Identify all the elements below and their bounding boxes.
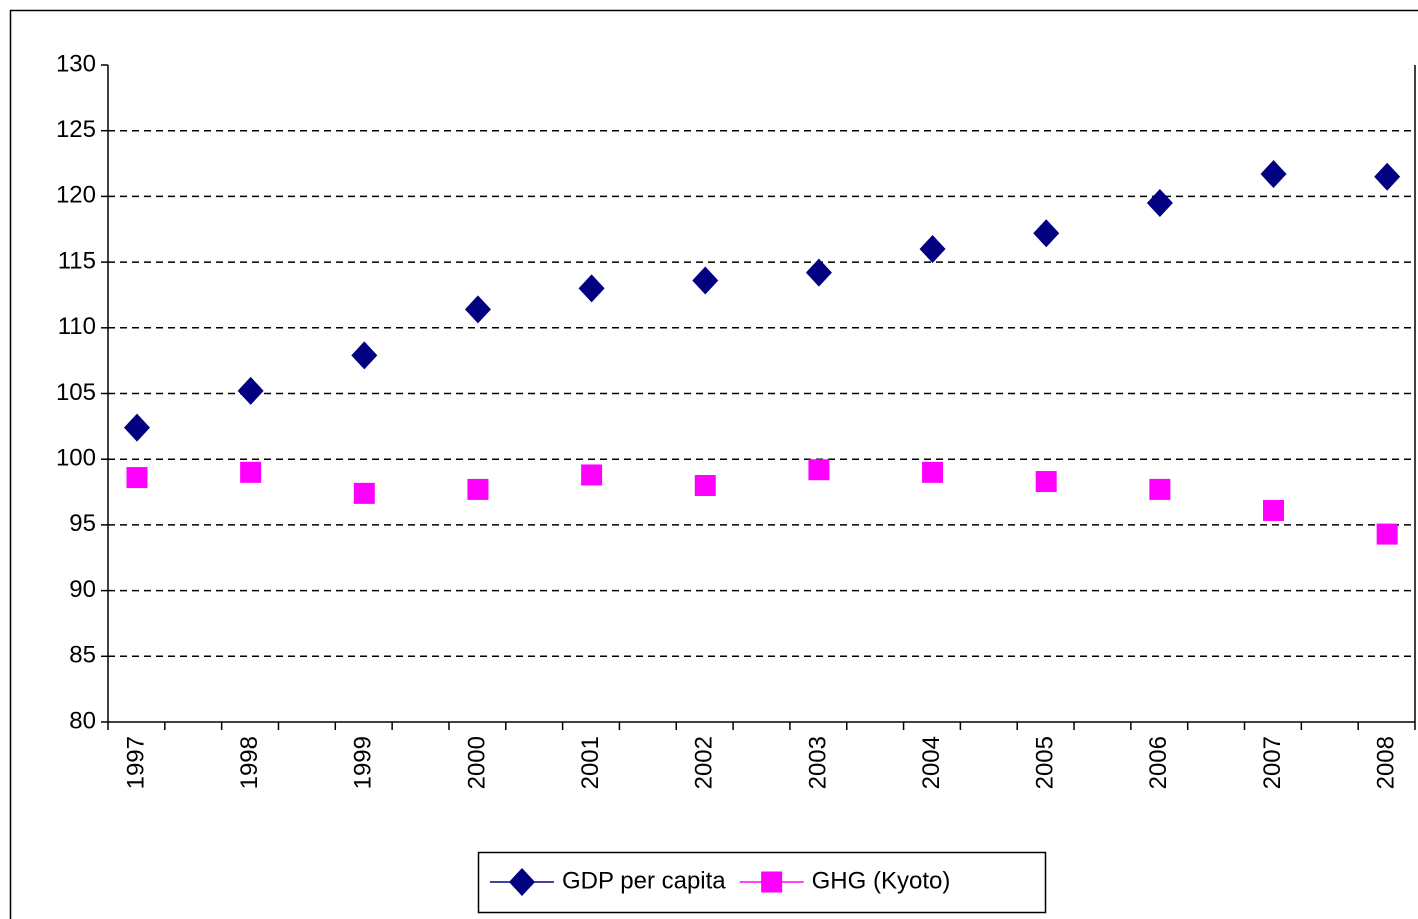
y-tick-label: 90 — [69, 576, 96, 603]
legend-label: GHG (Kyoto) — [812, 867, 951, 894]
legend: GDP per capita GHG (Kyoto) — [477, 851, 1047, 914]
x-tick-label: 2008 — [1373, 736, 1400, 789]
diamond-marker — [1033, 219, 1060, 248]
y-tick-label: 125 — [56, 116, 96, 143]
square-marker — [808, 459, 830, 481]
y-tick-label: 120 — [56, 182, 96, 209]
square-marker — [353, 482, 375, 504]
square-marker — [922, 461, 944, 483]
square-marker — [126, 467, 148, 489]
x-tick-label: 2002 — [691, 736, 718, 789]
diamond-marker — [805, 258, 832, 287]
diamond-marker — [351, 341, 378, 370]
x-tick-label: 2007 — [1259, 736, 1286, 789]
square-marker — [761, 871, 783, 893]
square-marker — [467, 478, 489, 500]
diamond-marker — [919, 234, 946, 263]
y-tick-label: 85 — [69, 642, 96, 669]
x-tick-label: 1998 — [236, 736, 263, 789]
x-tick-label: 1999 — [350, 736, 377, 789]
square-marker — [1035, 471, 1057, 493]
y-tick-label: 130 — [56, 50, 96, 77]
diamond-marker — [509, 868, 535, 896]
square-marker — [694, 474, 716, 496]
square-marker — [1149, 478, 1171, 500]
square-marker — [240, 461, 262, 483]
diamond-marker — [124, 413, 150, 442]
diamond-marker — [237, 376, 264, 405]
y-tick-label: 105 — [56, 379, 96, 406]
diamond-marker — [1374, 162, 1401, 191]
x-tick-label: 2004 — [918, 736, 945, 789]
x-tick-label: 2003 — [804, 736, 831, 789]
y-tick-label: 110 — [58, 313, 96, 340]
diamond-marker — [464, 295, 491, 324]
diamond-marker — [1260, 160, 1287, 189]
x-tick-label: 1997 — [122, 736, 149, 789]
square-marker — [1376, 523, 1398, 545]
diamond-marker — [578, 274, 605, 303]
x-tick-label: 2000 — [463, 736, 490, 789]
x-tick-label: 2005 — [1032, 736, 1059, 789]
y-tick-label: 115 — [58, 247, 96, 274]
y-tick-label: 100 — [56, 445, 96, 472]
diamond-marker — [692, 266, 719, 295]
x-tick-label: 2001 — [577, 736, 604, 789]
y-tick-label: 80 — [69, 707, 96, 734]
y-tick-label: 95 — [69, 510, 96, 537]
legend-label: GDP per capita — [562, 867, 726, 894]
diamond-marker — [1146, 188, 1173, 217]
square-marker — [1263, 499, 1285, 521]
x-tick-label: 2006 — [1145, 736, 1172, 789]
square-marker — [581, 464, 603, 486]
